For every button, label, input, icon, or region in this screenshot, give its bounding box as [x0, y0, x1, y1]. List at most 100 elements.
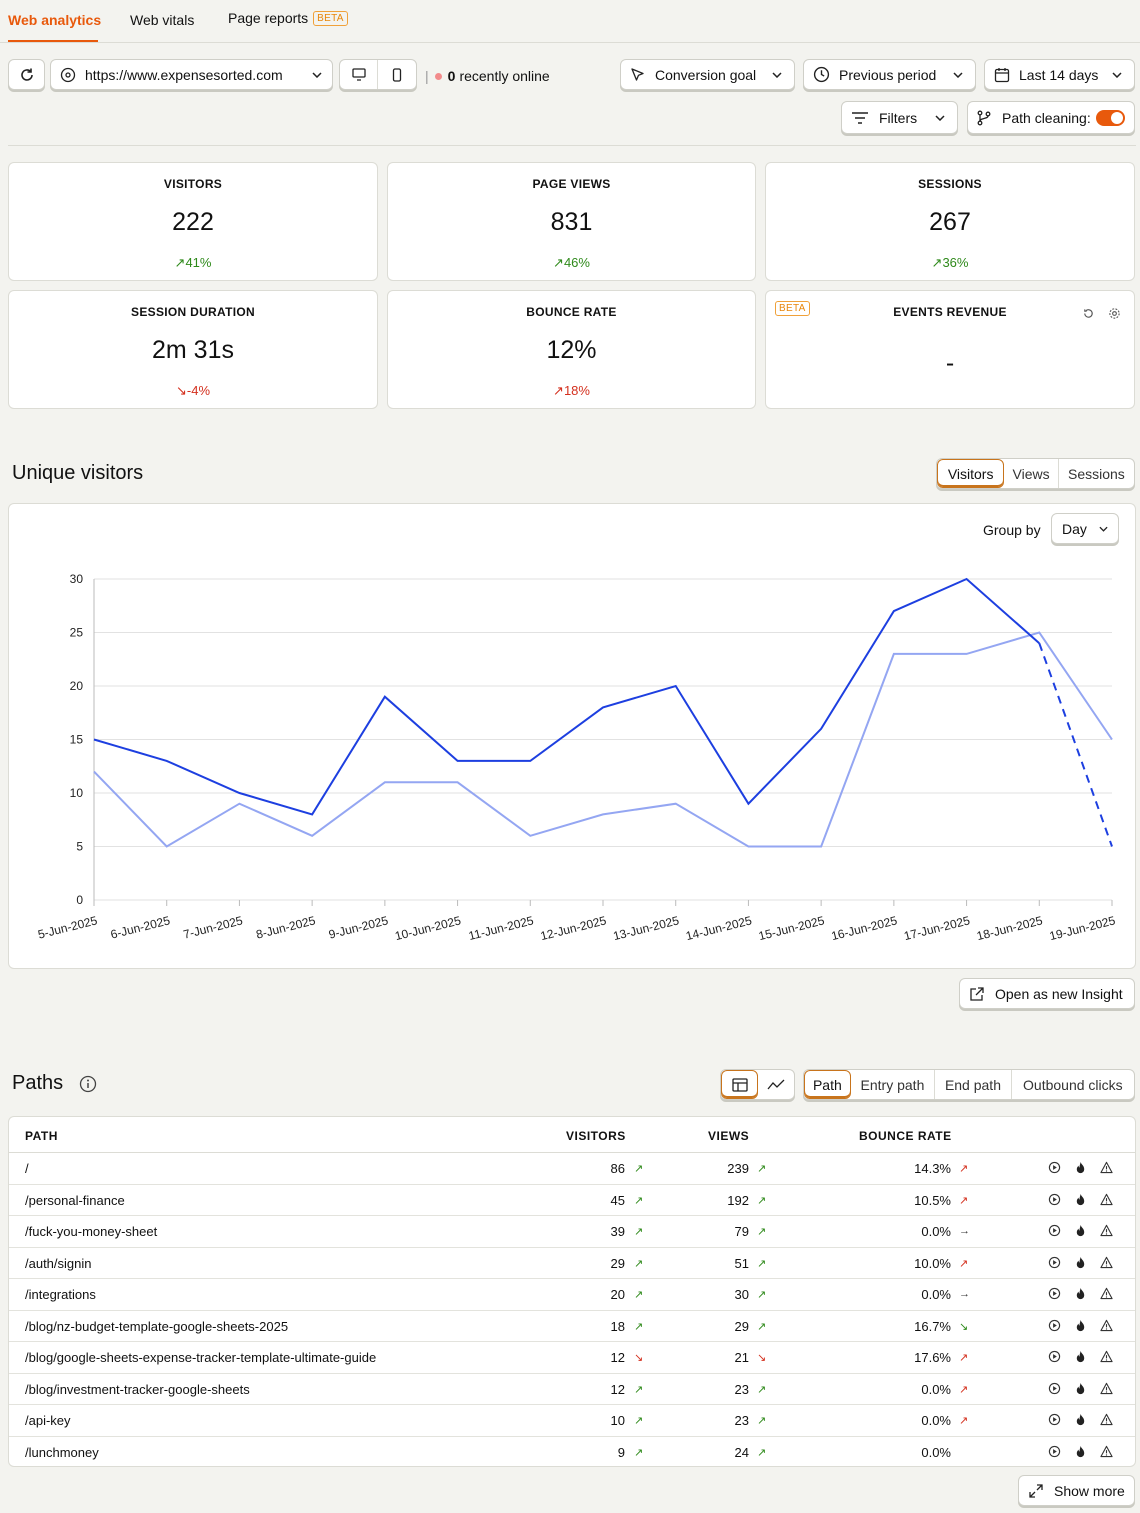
metric-change: ↗41%: [9, 255, 377, 271]
replay-icon[interactable]: [1048, 1224, 1061, 1237]
column-header-bounce-rate[interactable]: BOUNCE RATE: [859, 1129, 952, 1143]
warning-icon[interactable]: [1100, 1256, 1113, 1269]
tab-web-vitals[interactable]: Web vitals: [130, 12, 194, 28]
tab-outbound-clicks[interactable]: Outbound clicks: [1023, 1076, 1123, 1093]
path-cell[interactable]: /personal-finance: [25, 1192, 125, 1208]
table-row[interactable]: /blog/google-sheets-expense-tracker-temp…: [9, 1342, 1135, 1374]
visitors-cell: 12: [610, 1350, 625, 1365]
toggle-visitors[interactable]: Visitors: [937, 459, 1005, 488]
tab-page-reports[interactable]: Page reports BETA: [228, 10, 348, 26]
warning-icon[interactable]: [1100, 1413, 1113, 1426]
path-cell[interactable]: /blog/investment-tracker-google-sheets: [25, 1381, 250, 1397]
compare-period-select[interactable]: Previous period: [803, 59, 976, 90]
table-row[interactable]: / 86 ↗ 239 ↗ 14.3% ↗: [9, 1153, 1135, 1185]
replay-icon[interactable]: [1048, 1193, 1061, 1206]
reload-button[interactable]: [8, 59, 45, 90]
visitors-cell: 12: [610, 1381, 625, 1397]
warning-icon[interactable]: [1100, 1287, 1113, 1300]
replay-icon[interactable]: [1048, 1350, 1061, 1363]
tab-entry-path[interactable]: Entry path: [851, 1070, 936, 1099]
replay-icon[interactable]: [1048, 1319, 1061, 1332]
path-cell[interactable]: /api-key: [25, 1413, 71, 1428]
table-row[interactable]: /auth/signin 29 ↗ 51 ↗ 10.0% ↗: [9, 1248, 1135, 1279]
toggle-views[interactable]: Views: [1004, 459, 1059, 488]
table-view-button[interactable]: [721, 1070, 759, 1099]
heatmap-flame-icon[interactable]: [1074, 1413, 1087, 1426]
x-tick-label: 15-Jun-2025: [757, 913, 826, 943]
series-line-current: [93, 577, 1040, 816]
filters-button[interactable]: Filters: [841, 101, 958, 134]
table-row[interactable]: /lunchmoney 9 ↗ 24 ↗ 0.0%: [9, 1437, 1135, 1469]
show-more-button[interactable]: Show more: [1018, 1475, 1135, 1506]
replay-icon[interactable]: [1048, 1445, 1061, 1458]
warning-icon[interactable]: [1100, 1319, 1113, 1332]
heatmap-flame-icon[interactable]: [1074, 1287, 1087, 1300]
date-range-select[interactable]: Last 14 days: [984, 59, 1135, 90]
table-row[interactable]: /blog/nz-budget-template-google-sheets-2…: [9, 1311, 1135, 1342]
path-cleaning-toggle[interactable]: Path cleaning:: [967, 101, 1135, 134]
trend-icon: ↗: [959, 1352, 969, 1364]
metric-change-value: 36%: [942, 255, 969, 270]
heatmap-flame-icon[interactable]: [1074, 1224, 1087, 1237]
heatmap-flame-icon[interactable]: [1074, 1193, 1087, 1206]
heatmap-flame-icon[interactable]: [1074, 1161, 1087, 1174]
warning-icon[interactable]: [1100, 1382, 1113, 1395]
column-header-visitors[interactable]: VISITORS: [566, 1129, 626, 1143]
clock-icon: [813, 66, 830, 83]
replay-icon[interactable]: [1048, 1161, 1061, 1174]
table-row[interactable]: /fuck-you-money-sheet 39 ↗ 79 ↗ 0.0% →: [9, 1216, 1135, 1248]
domain-select[interactable]: https://www.expensesorted.com: [50, 59, 333, 90]
toggle-switch[interactable]: [1096, 109, 1125, 126]
toggle-sessions[interactable]: Sessions: [1067, 465, 1125, 482]
table-row[interactable]: /api-key 10 ↗ 23 ↗ 0.0% ↗: [9, 1405, 1135, 1437]
external-link-icon: [970, 986, 984, 1001]
heatmap-flame-icon[interactable]: [1074, 1256, 1087, 1269]
conversion-goal-select[interactable]: Conversion goal: [620, 59, 795, 90]
tab-path[interactable]: Path: [804, 1070, 851, 1099]
trend-icon: ↘: [959, 1320, 969, 1333]
table-row[interactable]: /integrations 20 ↗ 30 ↗ 0.0% →: [9, 1279, 1135, 1311]
table-row[interactable]: /blog/investment-tracker-google-sheets 12…: [9, 1374, 1135, 1405]
bounce-rate-cell: 10.0%: [914, 1255, 951, 1271]
column-header-views[interactable]: VIEWS: [708, 1129, 750, 1143]
path-cell[interactable]: /fuck-you-money-sheet: [25, 1224, 158, 1239]
heatmap-flame-icon[interactable]: [1074, 1382, 1087, 1395]
heatmap-flame-icon[interactable]: [1074, 1445, 1087, 1458]
path-cell[interactable]: /blog/nz-budget-template-google-sheets-2…: [25, 1318, 289, 1334]
warning-icon[interactable]: [1100, 1445, 1113, 1458]
history-icon[interactable]: [1082, 307, 1095, 320]
tab-label: Page reports: [228, 10, 309, 26]
path-cell[interactable]: /blog/google-sheets-expense-tracker-temp…: [25, 1350, 377, 1365]
table-row[interactable]: /personal-finance 45 ↗ 192 ↗ 10.5% ↗: [9, 1185, 1135, 1216]
open-insight-button[interactable]: Open as new Insight: [959, 978, 1135, 1009]
gear-icon[interactable]: [1108, 307, 1121, 320]
column-header-path[interactable]: PATH: [25, 1129, 58, 1143]
replay-icon[interactable]: [1048, 1382, 1061, 1395]
replay-icon[interactable]: [1048, 1287, 1061, 1300]
warning-icon[interactable]: [1100, 1193, 1113, 1206]
tab-end-path[interactable]: End path: [935, 1070, 1012, 1099]
path-cell[interactable]: /auth/signin: [25, 1255, 92, 1271]
heatmap-flame-icon[interactable]: [1074, 1350, 1087, 1363]
group-by-select[interactable]: Day: [1051, 513, 1119, 544]
visitors-cell: 18: [610, 1318, 625, 1334]
warning-icon[interactable]: [1100, 1224, 1113, 1237]
path-cell[interactable]: /lunchmoney: [25, 1444, 99, 1460]
info-icon[interactable]: [79, 1075, 97, 1093]
trend-icon: ↗: [959, 1163, 969, 1175]
desktop-button[interactable]: [340, 60, 379, 89]
tab-web-analytics[interactable]: Web analytics: [8, 12, 101, 28]
replay-icon[interactable]: [1048, 1413, 1061, 1426]
warning-icon[interactable]: [1100, 1350, 1113, 1363]
path-cell[interactable]: /: [25, 1161, 29, 1176]
trend-icon: ↗: [757, 1446, 767, 1459]
path-cell[interactable]: /integrations: [25, 1287, 96, 1302]
graph-view-button[interactable]: [758, 1070, 794, 1099]
trend-icon: ↗: [959, 1257, 969, 1270]
mobile-button[interactable]: [378, 60, 416, 89]
trend-line-icon: [767, 1079, 785, 1089]
replay-icon[interactable]: [1048, 1256, 1061, 1269]
heatmap-flame-icon[interactable]: [1074, 1319, 1087, 1332]
warning-icon[interactable]: [1100, 1161, 1113, 1174]
table-icon: [731, 1077, 748, 1092]
